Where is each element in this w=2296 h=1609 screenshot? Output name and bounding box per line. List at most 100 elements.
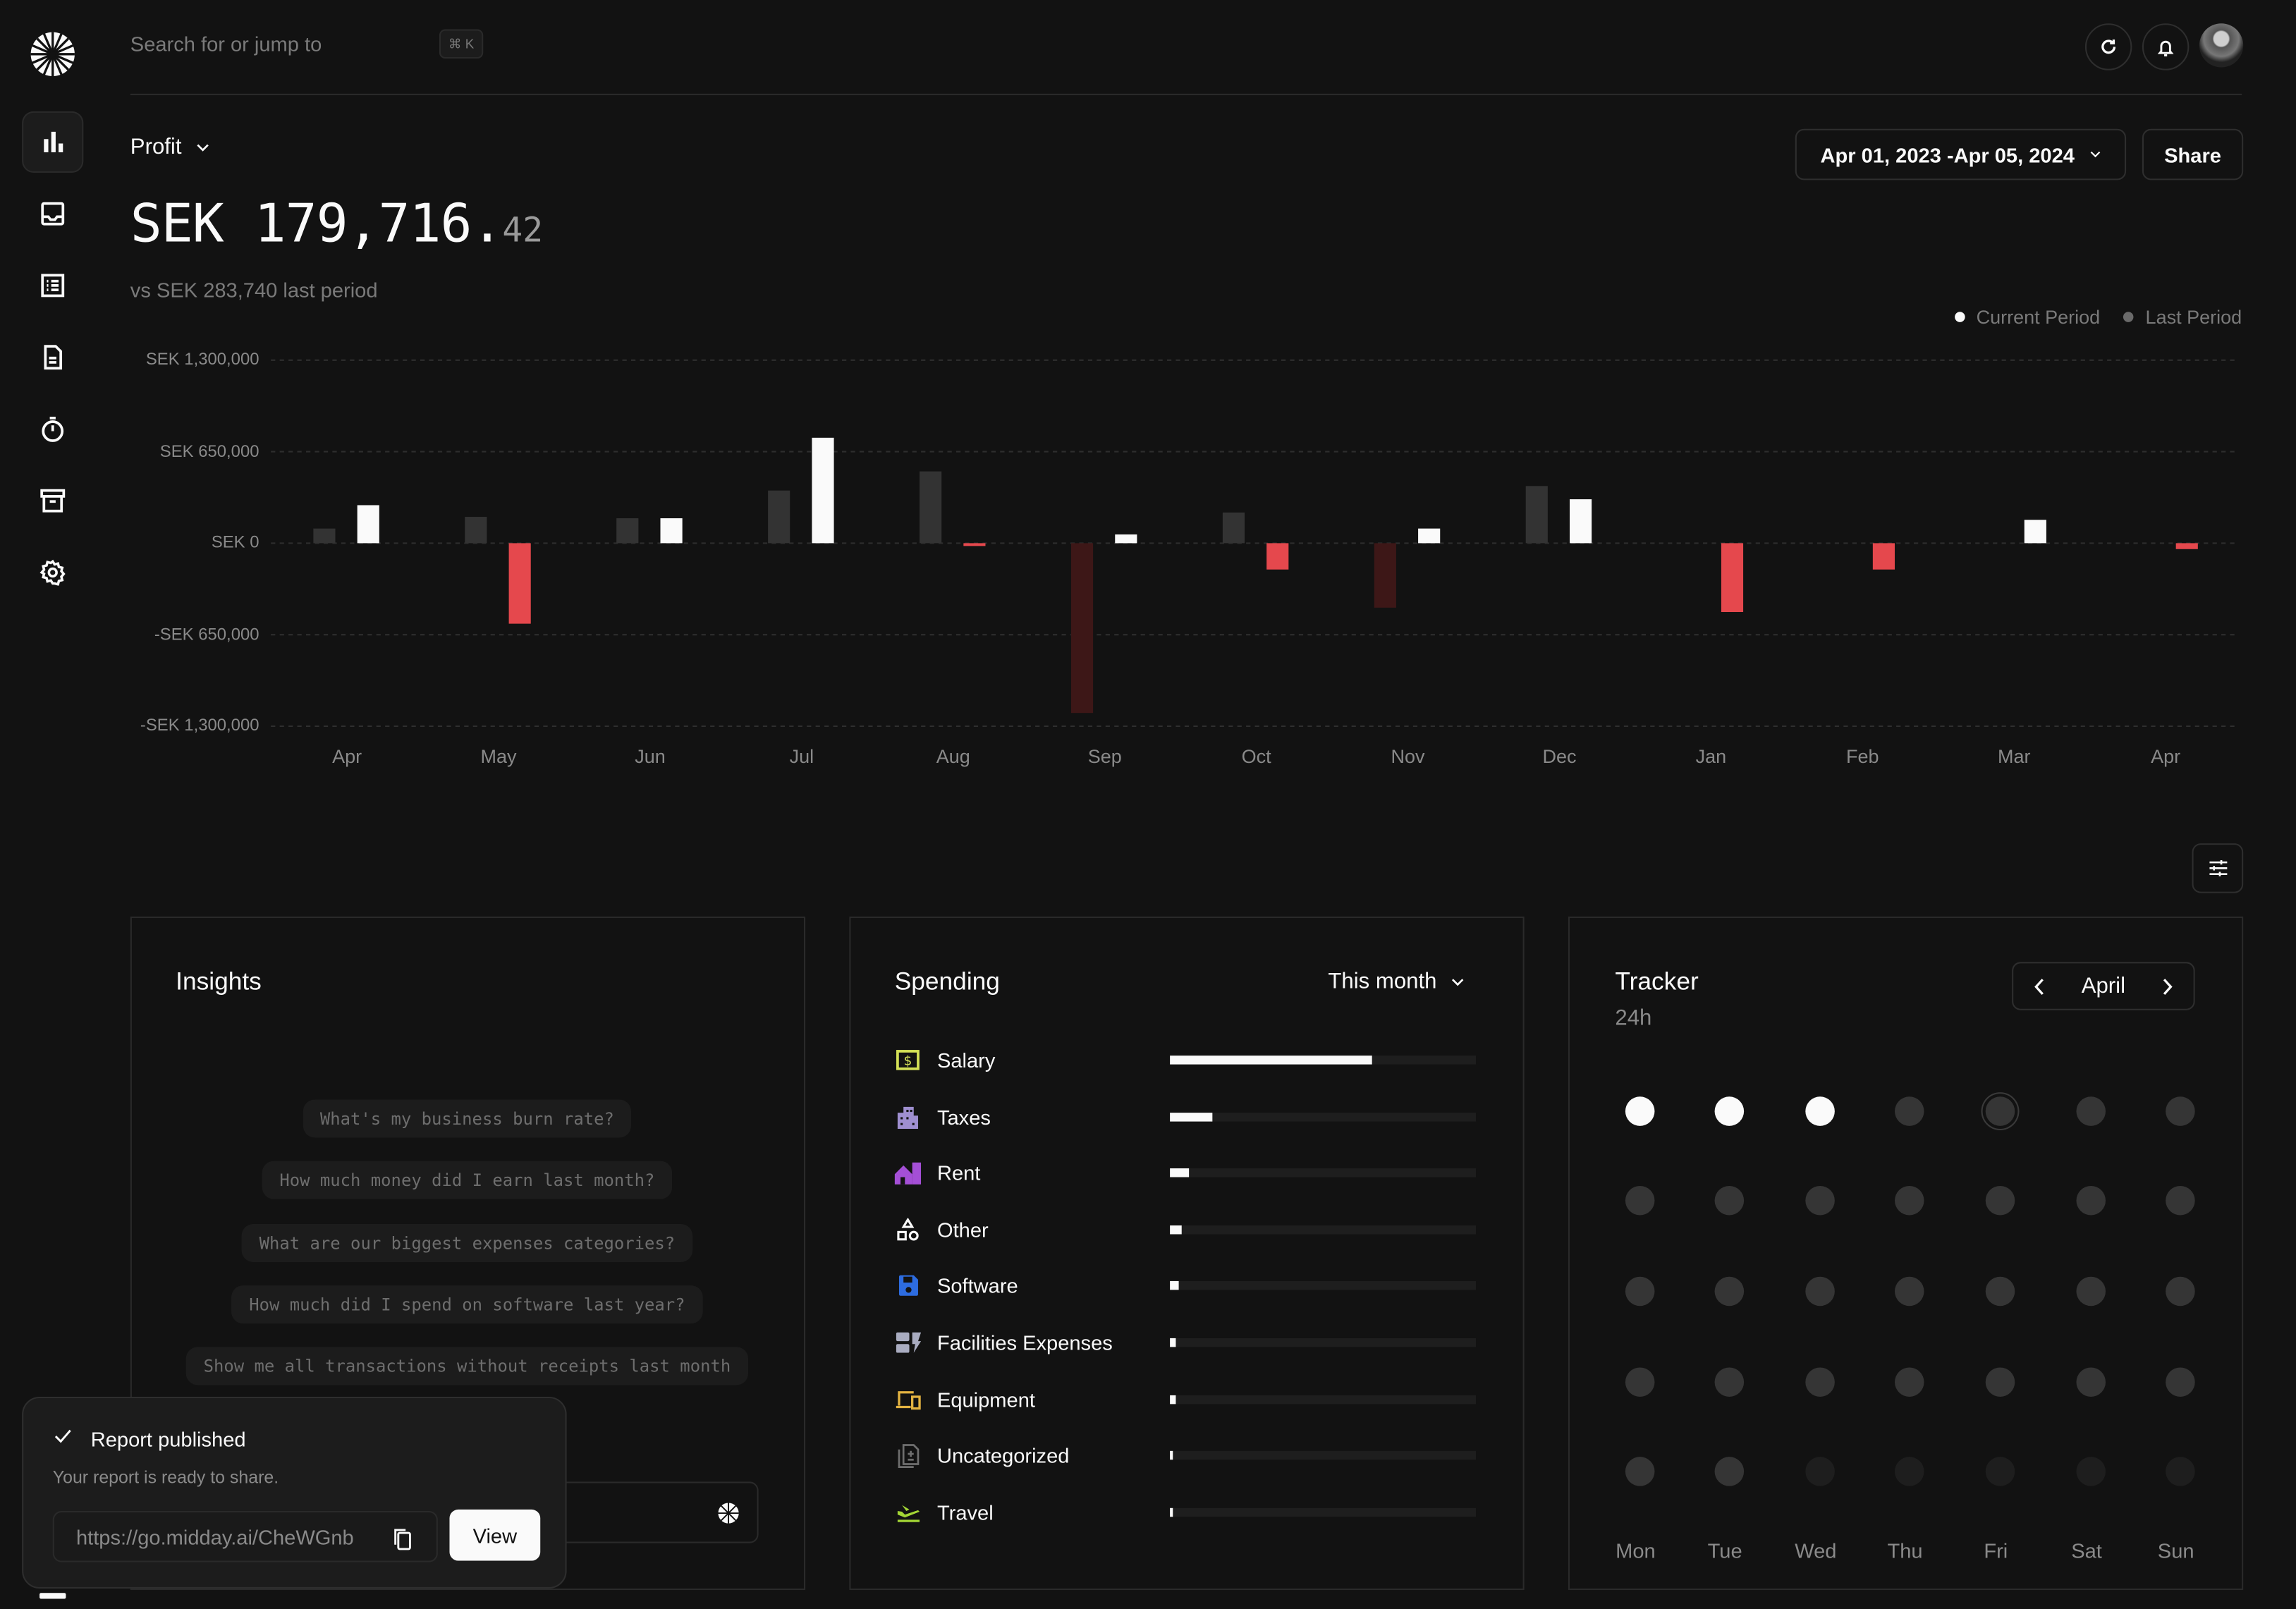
tracker-day[interactable] xyxy=(1894,1185,1924,1216)
last-period-bar[interactable] xyxy=(1070,543,1094,714)
chevron-left-icon[interactable] xyxy=(2034,977,2046,995)
insight-suggestion[interactable]: How much did I spend on software last ye… xyxy=(231,1285,703,1324)
plane-icon xyxy=(895,1499,921,1525)
insight-suggestion[interactable]: Show me all transactions without receipt… xyxy=(185,1347,749,1385)
current-period-bar[interactable] xyxy=(1570,499,1592,544)
spending-item-travel[interactable]: Travel xyxy=(895,1498,1477,1527)
tracker-day[interactable] xyxy=(1805,1276,1835,1307)
amount-main: SEK 179,716. xyxy=(130,195,503,255)
current-period-bar[interactable] xyxy=(357,505,379,544)
current-period-bar[interactable] xyxy=(812,437,834,544)
sidebar-item-transactions[interactable] xyxy=(22,255,83,316)
tracker-day[interactable] xyxy=(2076,1367,2106,1397)
user-avatar[interactable] xyxy=(2199,23,2244,68)
tracker-day[interactable] xyxy=(1985,1367,2015,1397)
current-period-bar[interactable] xyxy=(1721,543,1744,613)
report-url-field[interactable]: https://go.midday.ai/CheWGnb xyxy=(52,1510,438,1562)
current-period-bar[interactable] xyxy=(2024,520,2046,544)
tracker-day[interactable] xyxy=(1894,1276,1924,1307)
last-period-bar[interactable] xyxy=(1374,543,1396,608)
tracker-day[interactable] xyxy=(2076,1096,2106,1126)
spending-item-rent[interactable]: Rent xyxy=(894,1158,1477,1188)
last-period-bar[interactable] xyxy=(616,518,639,544)
metric-selector[interactable]: Profit xyxy=(130,135,209,159)
tracker-day[interactable] xyxy=(1805,1185,1835,1216)
sidebar-collapse-icon[interactable] xyxy=(39,1593,66,1599)
last-period-bar[interactable] xyxy=(313,528,336,544)
spending-item-equipment[interactable]: Equipment xyxy=(895,1385,1477,1414)
tracker-day[interactable] xyxy=(1805,1096,1835,1126)
tracker-day[interactable] xyxy=(1894,1096,1924,1126)
current-period-bar[interactable] xyxy=(1872,543,1895,570)
spending-period-select[interactable]: This month xyxy=(1328,969,1465,994)
spending-title: Spending xyxy=(894,967,1000,996)
current-period-bar[interactable] xyxy=(963,543,986,546)
current-period-bar[interactable] xyxy=(2175,543,2198,549)
tracker-day[interactable] xyxy=(1625,1367,1655,1397)
tracker-day[interactable] xyxy=(1985,1096,2015,1126)
tracker-day[interactable] xyxy=(1894,1367,1924,1397)
chevron-right-icon[interactable] xyxy=(2161,977,2173,995)
spending-bar-fill xyxy=(1170,1225,1183,1235)
current-period-bar[interactable] xyxy=(1115,534,1137,544)
customize-widgets-button[interactable] xyxy=(2192,843,2244,893)
current-period-bar[interactable] xyxy=(508,543,531,624)
share-button[interactable]: Share xyxy=(2142,128,2244,181)
spending-item-taxes[interactable]: Taxes xyxy=(895,1102,1477,1132)
midday-logo[interactable] xyxy=(30,31,76,78)
tracker-day[interactable] xyxy=(2166,1096,2195,1126)
report-published-toast: Report published Your report is ready to… xyxy=(22,1396,567,1589)
tracker-day[interactable] xyxy=(1625,1276,1655,1307)
tracker-day[interactable] xyxy=(1625,1457,1655,1486)
tracker-day[interactable] xyxy=(2166,1367,2195,1397)
last-period-bar[interactable] xyxy=(465,517,487,544)
document-icon xyxy=(44,345,63,370)
last-period-bar[interactable] xyxy=(768,490,790,544)
sidebar-item-invoices[interactable] xyxy=(22,326,83,388)
tracker-day[interactable] xyxy=(1714,1367,1745,1397)
sidebar-item-tracker[interactable] xyxy=(22,398,83,460)
view-report-button[interactable]: View xyxy=(449,1509,541,1561)
spending-bar xyxy=(1170,1056,1477,1065)
sidebar-item-vault[interactable] xyxy=(22,470,83,532)
spending-item-software[interactable]: Software xyxy=(895,1271,1477,1301)
last-period-bar[interactable] xyxy=(1525,486,1548,544)
copy-icon[interactable] xyxy=(393,1527,413,1550)
insight-suggestion[interactable]: What are our biggest expenses categories… xyxy=(241,1223,693,1262)
spending-item-other[interactable]: Other xyxy=(895,1215,1477,1244)
current-period-bar[interactable] xyxy=(660,518,683,544)
tracker-day[interactable] xyxy=(1985,1185,2015,1216)
date-range-picker[interactable]: Apr 01, 2023 -Apr 05, 2024 xyxy=(1795,128,2127,181)
notifications-button[interactable] xyxy=(2142,23,2190,71)
insight-suggestion[interactable]: How much money did I earn last month? xyxy=(262,1161,673,1199)
spending-item-facilities-expenses[interactable]: Facilities Expenses xyxy=(895,1328,1477,1357)
comparison-text: vs SEK 283,740 last period xyxy=(130,278,378,302)
tracker-day[interactable] xyxy=(2076,1276,2106,1307)
spending-label: Other xyxy=(936,1218,989,1242)
x-tick-label: Oct xyxy=(1241,745,1271,768)
tracker-day[interactable] xyxy=(1714,1457,1745,1486)
sidebar-item-settings[interactable] xyxy=(22,542,83,603)
last-period-bar[interactable] xyxy=(1222,512,1245,544)
search-input[interactable]: Search for or jump to xyxy=(130,32,482,59)
tracker-day[interactable] xyxy=(1805,1367,1835,1397)
tracker-day[interactable] xyxy=(2166,1276,2195,1307)
spending-label: Salary xyxy=(936,1048,996,1072)
tracker-day[interactable] xyxy=(1714,1096,1745,1126)
tracker-day[interactable] xyxy=(1714,1276,1745,1307)
spending-item-uncategorized[interactable]: Uncategorized xyxy=(895,1441,1477,1471)
current-period-bar[interactable] xyxy=(1418,528,1441,544)
insight-suggestion[interactable]: What's my business burn rate? xyxy=(302,1099,632,1138)
last-period-bar[interactable] xyxy=(920,471,942,544)
refresh-button[interactable] xyxy=(2084,23,2132,71)
sidebar-item-overview[interactable] xyxy=(22,111,84,173)
tracker-day[interactable] xyxy=(2166,1185,2195,1216)
tracker-day[interactable] xyxy=(1625,1185,1655,1216)
tracker-day[interactable] xyxy=(1625,1096,1655,1126)
tracker-day[interactable] xyxy=(1714,1185,1745,1216)
current-period-bar[interactable] xyxy=(1266,543,1289,570)
sidebar-item-inbox[interactable] xyxy=(22,183,83,245)
spending-item-salary[interactable]: $ Salary xyxy=(895,1046,1477,1075)
tracker-day[interactable] xyxy=(2076,1185,2106,1216)
tracker-day[interactable] xyxy=(1985,1276,2015,1307)
